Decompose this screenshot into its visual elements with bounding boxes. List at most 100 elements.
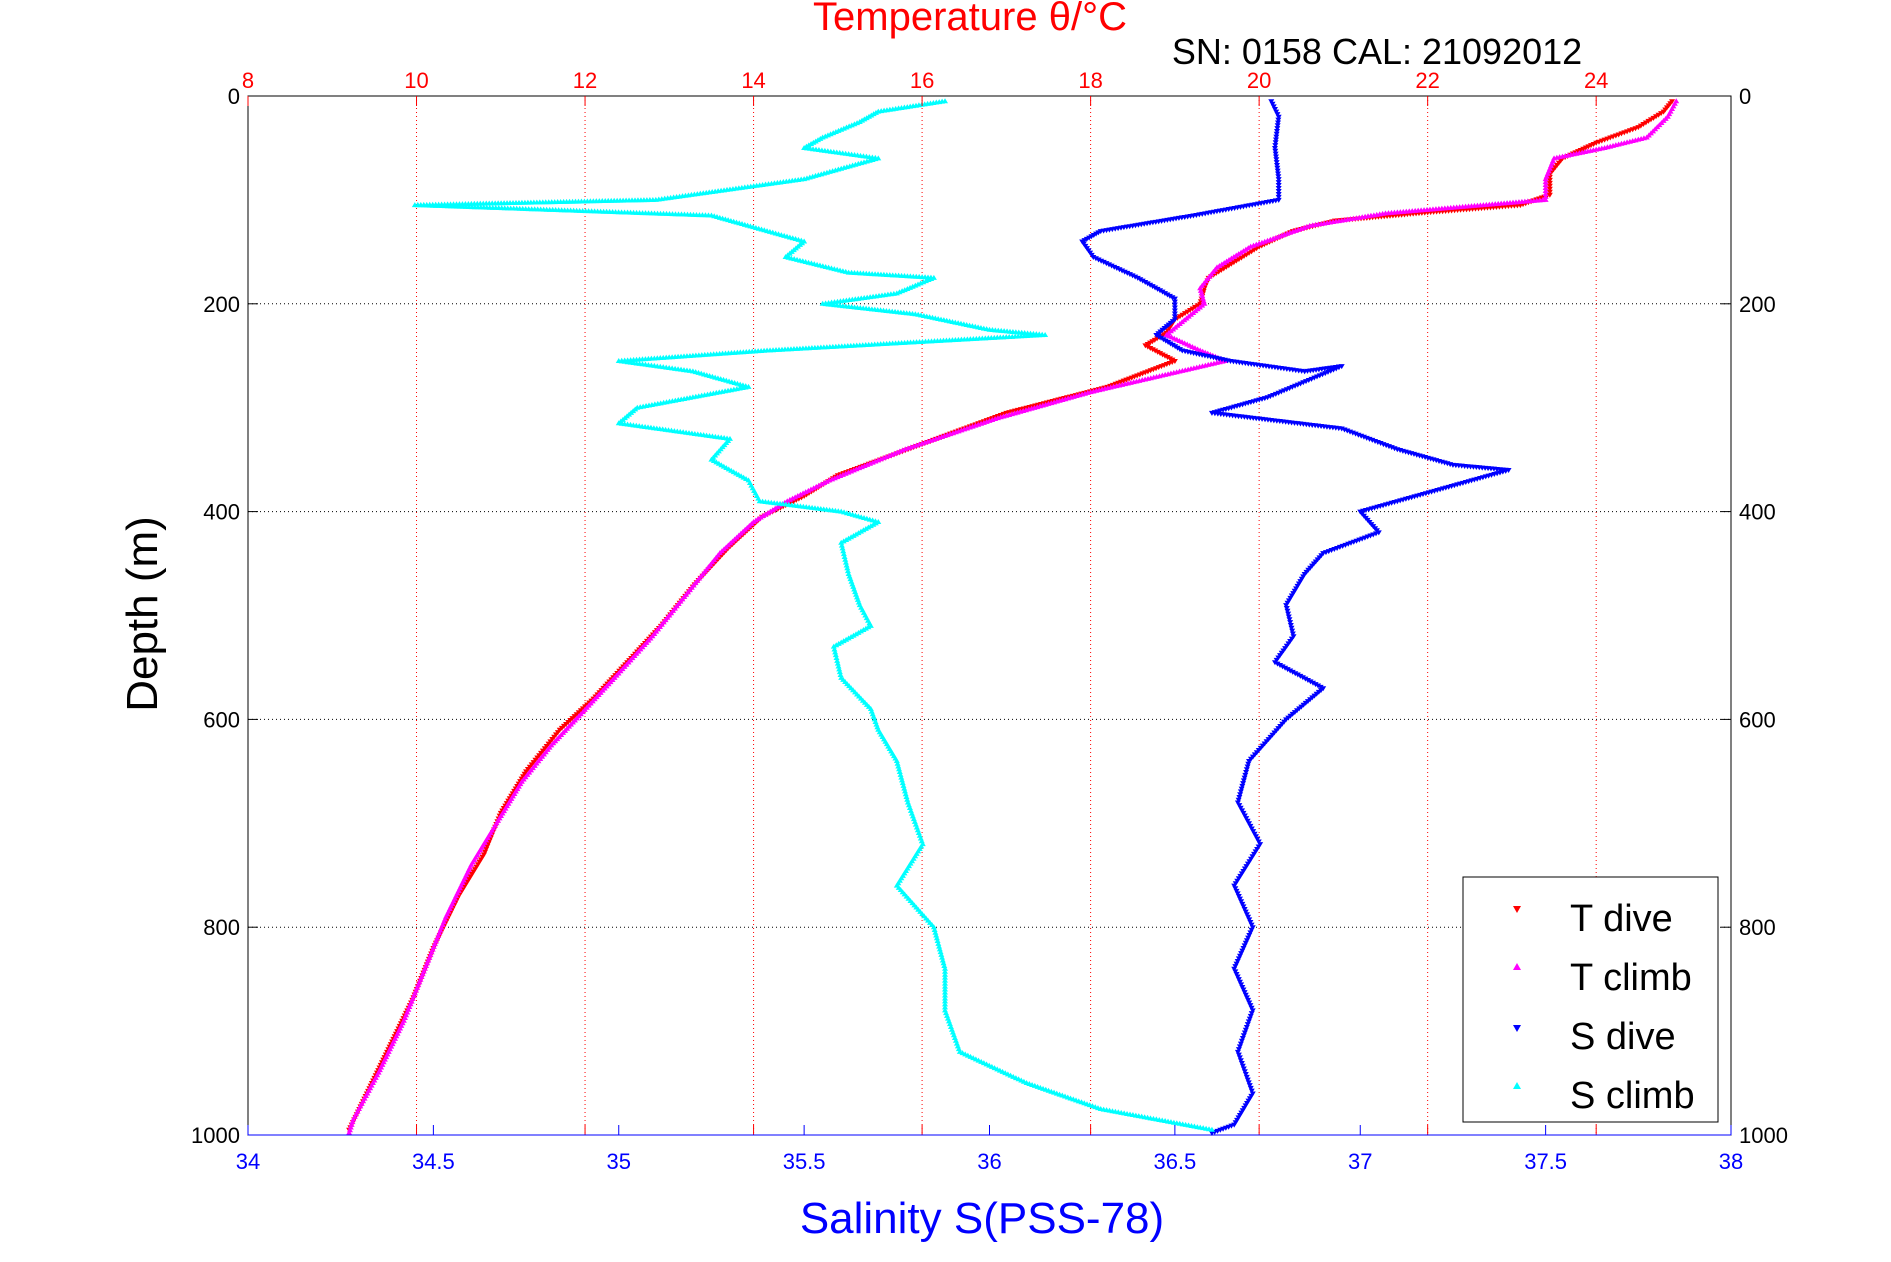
data-point [942, 989, 949, 995]
data-point [1232, 969, 1239, 975]
data-point [483, 846, 490, 852]
data-point [1255, 839, 1262, 845]
y-axis-label: Depth (m) [118, 516, 167, 712]
data-point [844, 565, 851, 571]
data-point [1249, 1008, 1256, 1014]
data-point [1165, 340, 1172, 346]
data-point [896, 766, 903, 772]
data-point [1237, 1058, 1244, 1064]
data-point [1179, 312, 1186, 318]
data-point [1142, 279, 1149, 285]
data-point [1248, 927, 1255, 933]
data-point [1231, 966, 1238, 972]
data-point [1239, 984, 1246, 990]
temp-tick-label: 8 [242, 68, 254, 93]
data-point [1272, 143, 1279, 149]
data-point [1233, 258, 1240, 264]
data-point [1312, 682, 1319, 688]
data-point [835, 663, 842, 669]
data-point [1166, 293, 1173, 299]
data-point [1234, 891, 1241, 897]
data-point [1241, 1069, 1248, 1075]
data-point [1247, 823, 1254, 829]
data-point [1273, 160, 1280, 166]
temp-tick-label: 14 [741, 68, 765, 93]
data-point [932, 929, 939, 935]
data-point [1225, 263, 1232, 269]
data-point [1081, 238, 1088, 244]
data-point [897, 771, 904, 777]
data-point [1272, 151, 1279, 157]
data-point [1243, 770, 1250, 776]
data-point [1642, 120, 1649, 126]
data-point [1272, 137, 1279, 143]
data-point [1171, 299, 1178, 305]
data-point [1198, 290, 1205, 296]
data-point [1246, 250, 1253, 256]
data-point [1273, 109, 1280, 115]
data-point [941, 962, 948, 968]
sal-tick-label: 36.5 [1153, 1149, 1196, 1174]
data-point [1086, 235, 1093, 241]
data-point [901, 785, 908, 791]
data-point [1171, 314, 1178, 320]
data-point [942, 1004, 949, 1010]
data-point [1184, 309, 1191, 315]
data-point [1247, 930, 1254, 936]
data-point [842, 559, 849, 565]
data-point [1271, 106, 1278, 112]
data-point [1271, 145, 1278, 151]
data-point [1144, 344, 1151, 350]
data-point [1233, 971, 1240, 977]
data-point [1275, 188, 1282, 194]
data-point [1243, 767, 1250, 773]
data-point [1246, 1000, 1253, 1006]
data-point [1282, 665, 1289, 671]
legend: T dive T climb S dive S climb [1462, 876, 1719, 1123]
data-point [1283, 605, 1290, 611]
temp-tick-label: 16 [910, 68, 934, 93]
data-point [1240, 904, 1247, 910]
data-point [1236, 979, 1243, 985]
depth-tick-label-left: 400 [203, 500, 240, 525]
data-point [1289, 669, 1296, 675]
data-point [1162, 353, 1169, 359]
data-point [1088, 234, 1095, 240]
data-point [1166, 356, 1173, 362]
data-point [1250, 829, 1257, 835]
data-point [1236, 896, 1243, 902]
data-point [1234, 800, 1241, 806]
data-point [1169, 295, 1176, 301]
data-point [1299, 675, 1306, 681]
data-point [1235, 797, 1242, 803]
data-point [1315, 683, 1322, 689]
data-point [1243, 1024, 1250, 1030]
data-point [841, 553, 848, 559]
data-point [936, 946, 943, 952]
data-point [1653, 114, 1660, 120]
data-point [346, 1129, 353, 1135]
data-point [1241, 813, 1248, 819]
legend-label-s-climb: S climb [1570, 1075, 1695, 1117]
data-point [1228, 261, 1235, 267]
data-point [1275, 117, 1282, 123]
data-point [1546, 189, 1553, 195]
data-point [1244, 764, 1251, 770]
data-point [1542, 179, 1549, 185]
data-point [937, 949, 944, 955]
data-point [1275, 120, 1282, 126]
sal-tick-label: 34.5 [412, 1149, 455, 1174]
data-point [485, 841, 492, 847]
data-point [1285, 611, 1292, 617]
data-point [1275, 186, 1282, 192]
data-point [895, 763, 902, 769]
data-point [1273, 162, 1280, 168]
data-point [1199, 295, 1206, 301]
data-point [1149, 339, 1156, 345]
data-point [1240, 1066, 1247, 1072]
data-point [1200, 298, 1207, 304]
data-point [1252, 834, 1259, 840]
data-point [1274, 165, 1281, 171]
data-point [1237, 789, 1244, 795]
data-point [1159, 352, 1166, 358]
